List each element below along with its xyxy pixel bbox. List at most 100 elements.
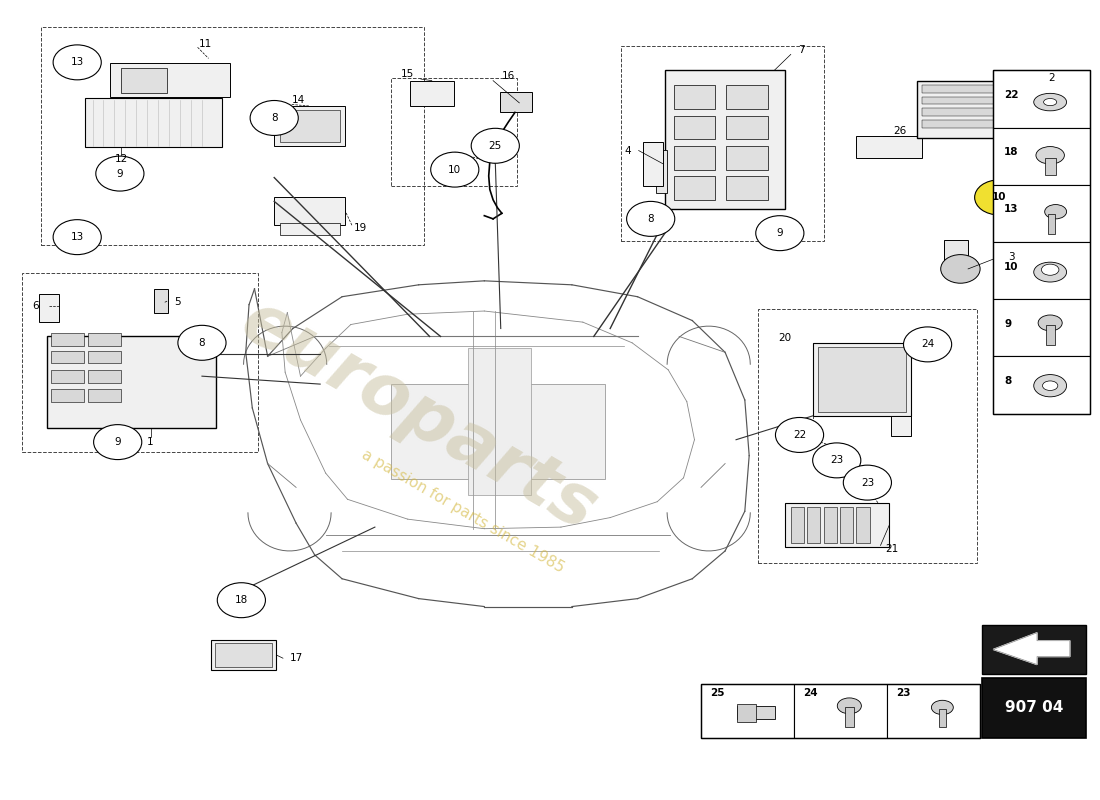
Bar — [51, 334, 84, 346]
Text: 907 04: 907 04 — [1005, 700, 1064, 715]
Bar — [993, 242, 1090, 299]
Ellipse shape — [837, 698, 861, 714]
Text: 16: 16 — [502, 71, 515, 81]
Ellipse shape — [1042, 264, 1059, 275]
Bar — [279, 223, 340, 234]
Text: 8: 8 — [1004, 376, 1011, 386]
Bar — [392, 384, 495, 479]
Ellipse shape — [1034, 94, 1067, 111]
Bar — [22, 273, 257, 452]
Bar — [993, 185, 1090, 242]
Text: 21: 21 — [884, 544, 898, 554]
Bar — [673, 176, 715, 200]
Text: 11: 11 — [199, 39, 212, 49]
Text: 13: 13 — [1004, 204, 1019, 214]
Bar — [673, 115, 715, 139]
Bar — [664, 70, 785, 210]
Bar — [673, 146, 715, 170]
Bar — [621, 46, 824, 241]
Bar — [840, 507, 854, 543]
Bar — [88, 370, 121, 382]
Bar — [657, 150, 667, 194]
Bar — [737, 704, 757, 722]
Bar — [993, 356, 1090, 414]
Circle shape — [903, 327, 952, 362]
Circle shape — [178, 326, 226, 360]
Ellipse shape — [1034, 262, 1067, 282]
Text: 8: 8 — [271, 113, 277, 123]
Bar — [922, 86, 1032, 94]
Bar — [726, 176, 768, 200]
Bar — [110, 63, 230, 97]
Text: 19: 19 — [354, 223, 367, 234]
Bar — [818, 346, 905, 412]
Bar — [758, 309, 977, 563]
Bar — [982, 678, 1087, 738]
Bar — [51, 389, 84, 402]
Circle shape — [53, 45, 101, 80]
Bar — [644, 142, 662, 186]
Bar — [216, 643, 272, 667]
Text: 9: 9 — [1004, 318, 1011, 329]
Bar — [51, 350, 84, 363]
Bar — [794, 684, 887, 738]
Circle shape — [756, 216, 804, 250]
Circle shape — [471, 128, 519, 163]
Text: 9: 9 — [114, 437, 121, 447]
Text: 22: 22 — [793, 430, 806, 440]
Polygon shape — [993, 633, 1070, 665]
Circle shape — [53, 220, 101, 254]
Bar — [916, 81, 1037, 138]
Text: 2: 2 — [1048, 74, 1055, 83]
Bar — [468, 348, 531, 495]
Text: 15: 15 — [402, 70, 415, 79]
Text: 5: 5 — [175, 298, 182, 307]
Bar — [274, 198, 345, 226]
Text: 13: 13 — [70, 232, 84, 242]
Text: 17: 17 — [289, 653, 302, 663]
Text: 10: 10 — [1004, 262, 1019, 271]
Bar — [500, 384, 605, 479]
Ellipse shape — [1038, 315, 1063, 331]
Bar — [939, 709, 946, 726]
Ellipse shape — [1036, 146, 1065, 164]
Bar — [922, 119, 1032, 127]
Bar — [922, 97, 1032, 105]
Circle shape — [627, 202, 674, 236]
Bar — [791, 507, 804, 543]
Bar — [211, 640, 276, 670]
Bar — [85, 98, 222, 147]
Text: 7: 7 — [799, 46, 805, 55]
Text: 23: 23 — [830, 455, 844, 466]
Text: 13: 13 — [70, 58, 84, 67]
Bar — [982, 625, 1087, 674]
Text: 18: 18 — [1004, 147, 1019, 157]
Text: 22: 22 — [1004, 90, 1019, 100]
Text: 26: 26 — [893, 126, 906, 137]
Bar — [993, 70, 1090, 414]
Bar — [726, 146, 768, 170]
Bar — [279, 110, 340, 142]
Text: 24: 24 — [921, 339, 934, 350]
Circle shape — [431, 152, 478, 187]
Text: 3: 3 — [1009, 252, 1015, 262]
Bar — [1045, 158, 1056, 175]
Bar — [46, 337, 217, 428]
Ellipse shape — [1034, 374, 1067, 397]
Bar — [887, 684, 980, 738]
Text: a passion for parts since 1985: a passion for parts since 1985 — [359, 447, 566, 575]
Text: 6: 6 — [32, 302, 39, 311]
Bar — [1048, 214, 1055, 234]
Text: europarts: europarts — [229, 286, 608, 546]
Circle shape — [940, 254, 980, 283]
Text: 14: 14 — [292, 94, 305, 105]
Bar — [813, 342, 911, 416]
Text: 24: 24 — [803, 688, 817, 698]
Circle shape — [250, 101, 298, 135]
Bar — [726, 86, 768, 110]
Bar — [944, 239, 968, 263]
Bar — [274, 106, 345, 146]
Text: 4: 4 — [625, 146, 631, 155]
Bar — [922, 108, 1032, 115]
Bar — [673, 86, 715, 110]
